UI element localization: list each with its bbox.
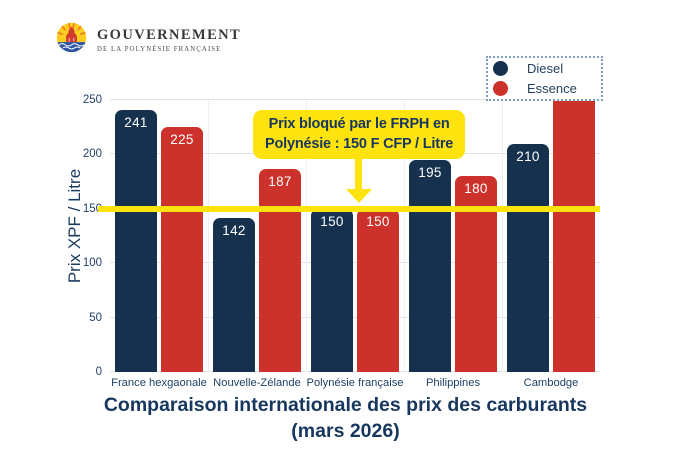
bar-value-label: 150 [320,213,344,229]
bar-diesel: 241 [115,109,157,372]
bar-diesel: 195 [409,159,451,372]
annotation-line2: Polynésie : 150 F CFP / Litre [265,136,454,153]
x-label-slot: Cambodge [507,377,595,389]
y-tick-label: 200 [82,148,102,161]
legend: Diesel Essence [486,56,603,101]
logo-subtitle: DE LA POLYNÉSIE FRANÇAISE [97,46,222,53]
category-separator [306,100,307,372]
x-axis-label: Polynésie française [306,377,404,389]
x-label-slot: France hexgaonale [111,377,207,389]
bar-group: 142 187 [213,100,301,372]
bar-value-label: 241 [124,114,148,130]
legend-label-diesel: Diesel [527,61,564,76]
government-logo: GOUVERNEMENT DE LA POLYNÉSIE FRANÇAISE [56,22,241,58]
arrow-stem [355,157,362,189]
x-label-slot: Nouvelle-Zélande [213,377,301,389]
diesel-swatch-icon [493,61,508,76]
bar-group: 150 150 [311,100,399,372]
bar-essence: 150 [357,208,399,372]
bar-value-label: 180 [464,181,488,197]
bar-value-label: 225 [170,132,194,148]
x-axis-label: Philippines [425,377,481,389]
legend-item-essence: Essence [493,80,601,97]
category-separator [502,100,503,372]
y-tick-label: 150 [82,202,102,215]
bar-value-label: 210 [516,148,540,164]
gridline [110,99,600,100]
arrow-head [345,189,372,203]
annotation-callout: Prix bloqué par le FRPH en Polynésie : 1… [253,110,466,159]
annotation-line1: Prix bloqué par le FRPH en [268,116,450,132]
chart-title-line1: Comparaison internationale des prix des … [103,394,588,416]
x-axis-label: France hexgaonale [111,377,207,389]
essence-swatch-icon [493,81,508,96]
gridline [110,371,600,372]
gridline [110,316,600,318]
y-tick-label: 100 [82,257,102,270]
y-tick-label: 50 [89,311,102,324]
bar-group: 210 [507,100,595,372]
bar-value-label: 142 [222,222,246,238]
polynesia-emblem-icon [56,22,87,58]
legend-item-diesel: Diesel [493,60,601,77]
x-axis-label: Cambodge [523,377,579,389]
x-axis-label: Nouvelle-Zélande [213,377,301,389]
bar-value-label: 195 [418,164,442,180]
y-tick-column: 0 50 100 150 200 250 [56,94,102,378]
legend-label-essence: Essence [527,81,577,96]
x-label-slot: Polynésie française [307,377,404,389]
annotation-arrow-icon [345,157,372,203]
chart-title-line2: (mars 2026) [291,419,400,442]
bar-diesel: 150 [311,208,353,372]
y-tick-label: 250 [82,94,102,106]
bar-essence: 225 [161,127,203,372]
category-separator [208,100,209,372]
logo-title: GOUVERNEMENT [97,27,242,43]
bar-value-label: 187 [268,173,292,189]
reference-line [98,205,600,212]
bar-value-label: 150 [366,213,390,229]
bar-essence: 187 [259,168,301,372]
x-axis-labels: France hexgaonale Nouvelle-Zélande Polynés… [110,377,600,389]
y-tick-label: 0 [95,366,102,378]
bar-group: 241 225 [115,100,203,372]
category-separator [404,100,405,372]
gridline [110,262,600,264]
chart-title: Comparaison internationale des prix des … [0,393,691,444]
plot-area: 241 225 142 187 150 150 195 180 210 [98,99,600,372]
bar-groups: 241 225 142 187 150 150 195 180 210 [110,100,600,372]
bar-diesel: 142 [213,217,255,372]
x-label-slot: Philippines [409,377,497,389]
bar-diesel: 210 [507,143,549,372]
bar-essence [553,100,595,372]
